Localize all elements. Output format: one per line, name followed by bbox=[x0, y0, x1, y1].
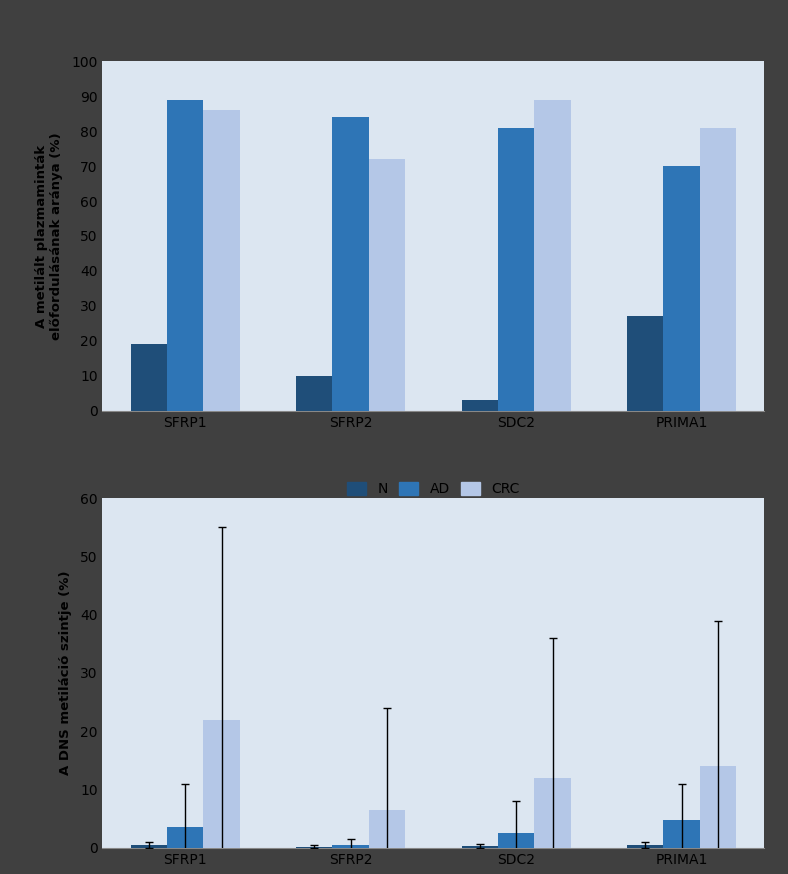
Bar bbox=[203, 110, 240, 411]
Bar bbox=[167, 828, 203, 848]
Bar bbox=[462, 846, 498, 848]
Bar bbox=[663, 820, 700, 848]
Bar bbox=[203, 719, 240, 848]
Bar bbox=[663, 166, 700, 411]
Bar bbox=[167, 100, 203, 411]
Bar bbox=[369, 159, 405, 411]
Bar bbox=[131, 845, 167, 848]
Bar bbox=[627, 316, 663, 411]
Y-axis label: A metilált plazmaminták
előfordulásának aránya (%): A metilált plazmaminták előfordulásának … bbox=[35, 132, 63, 340]
Legend: N, AD, CRC: N, AD, CRC bbox=[341, 476, 526, 502]
Bar bbox=[498, 833, 534, 848]
Bar bbox=[369, 810, 405, 848]
Bar bbox=[462, 400, 498, 411]
Bar bbox=[498, 128, 534, 411]
Bar bbox=[296, 376, 333, 411]
Y-axis label: A DNS metiláció szintje (%): A DNS metiláció szintje (%) bbox=[58, 571, 72, 775]
Bar bbox=[700, 766, 736, 848]
Bar bbox=[296, 847, 333, 848]
Bar bbox=[534, 778, 571, 848]
Bar bbox=[333, 845, 369, 848]
Bar bbox=[534, 100, 571, 411]
Bar bbox=[700, 128, 736, 411]
Bar bbox=[333, 117, 369, 411]
Bar bbox=[627, 845, 663, 848]
Bar bbox=[131, 344, 167, 411]
